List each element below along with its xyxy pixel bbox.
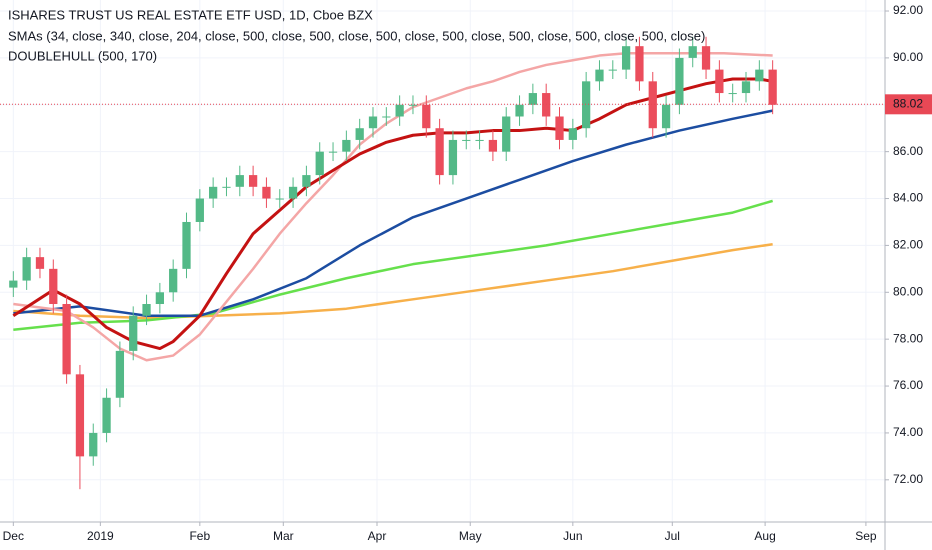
x-tick-label: Mar <box>273 529 294 543</box>
candle-body <box>621 46 631 70</box>
candle-body <box>475 139 484 141</box>
candle-body <box>768 69 777 105</box>
candle-body <box>701 46 711 70</box>
candle-body <box>275 198 284 200</box>
candle-body <box>528 93 537 105</box>
candle-body <box>608 69 617 71</box>
candle-body <box>661 104 671 129</box>
candle-body <box>195 198 204 222</box>
candle-body <box>182 221 191 269</box>
indicator-line <box>12 77 773 351</box>
candle-body <box>688 46 697 58</box>
y-tick-label: 84.00 <box>893 191 923 205</box>
candle-body <box>248 175 258 187</box>
candle-body <box>502 116 511 152</box>
candle-body <box>382 116 391 118</box>
candle-body <box>462 139 471 141</box>
candle-body <box>89 432 98 457</box>
candle-body <box>435 128 444 176</box>
last-price-label: 88.02 <box>893 96 923 110</box>
candle-body <box>302 175 311 187</box>
y-tick-label: 72.00 <box>893 472 923 486</box>
candle-body <box>62 304 71 375</box>
candle-body <box>22 257 31 281</box>
candle-body <box>448 139 458 176</box>
candle-body <box>35 257 45 269</box>
candle-body <box>408 104 418 106</box>
x-tick-label: Feb <box>189 529 210 543</box>
x-tick-label: May <box>459 529 482 543</box>
y-tick-label: 78.00 <box>893 331 923 345</box>
candle-body <box>115 350 125 398</box>
y-tick-label: 76.00 <box>893 378 923 392</box>
candle-body <box>222 186 231 188</box>
grid <box>0 0 885 522</box>
candle-body <box>49 268 58 305</box>
candle-body <box>715 69 724 94</box>
y-tick-label: 74.00 <box>893 425 923 439</box>
candle-body <box>342 139 351 152</box>
axes: 72.00 74.00 76.00 78.00 80.00 82.00 84.00 86.00… <box>0 3 932 543</box>
candle-body <box>209 186 218 199</box>
candle-body <box>755 69 764 82</box>
y-tick-label: 86.00 <box>893 144 923 158</box>
candle-body <box>595 69 604 82</box>
last-price-badge <box>885 94 932 115</box>
indicator-line <box>13 109 773 317</box>
candle-body <box>142 304 151 316</box>
x-tick-label: 2019 <box>87 529 114 543</box>
x-tick-label: Jul <box>665 529 680 543</box>
candle-body <box>555 116 564 140</box>
candle-body <box>422 104 431 129</box>
candle-body <box>262 186 271 199</box>
indicator-legend: DOUBLEHULL (500, 170) <box>8 48 157 63</box>
candle-body <box>368 116 378 129</box>
x-tick-label: Dec <box>3 529 24 543</box>
candle-body <box>635 46 644 82</box>
candle-body <box>675 57 684 105</box>
candle-body <box>75 374 85 457</box>
candle-body <box>328 151 338 153</box>
candle-body <box>315 151 324 176</box>
indicator-legend: SMAs (34, close, 340, close, 204, close,… <box>8 28 705 43</box>
x-tick-label: Aug <box>754 529 775 543</box>
candle-body <box>155 292 164 305</box>
x-tick-label: Jun <box>563 529 582 543</box>
candle-body <box>728 93 737 95</box>
candle-body <box>741 81 751 94</box>
candle-body <box>235 175 244 187</box>
candle-body <box>395 104 404 117</box>
candle-body <box>9 280 18 288</box>
candle-body <box>568 128 577 140</box>
y-tick-label: 82.00 <box>893 238 923 252</box>
y-tick-label: 92.00 <box>893 3 923 17</box>
y-tick-label: 80.00 <box>893 284 923 298</box>
candle-body <box>488 139 498 152</box>
y-tick-label: 90.00 <box>893 50 923 64</box>
candle-body <box>515 104 524 117</box>
candle-body <box>129 315 138 351</box>
candle-body <box>169 268 178 293</box>
x-tick-label: Sep <box>855 529 877 543</box>
candle-body <box>288 186 298 199</box>
candle-body <box>355 128 364 140</box>
candle-body <box>648 81 657 129</box>
candles <box>9 36 777 490</box>
chart-title: ISHARES TRUST US REAL ESTATE ETF USD, 1D… <box>8 7 373 22</box>
candle-body <box>582 81 591 129</box>
x-tick-label: Apr <box>368 529 387 543</box>
candle-body <box>102 397 111 433</box>
